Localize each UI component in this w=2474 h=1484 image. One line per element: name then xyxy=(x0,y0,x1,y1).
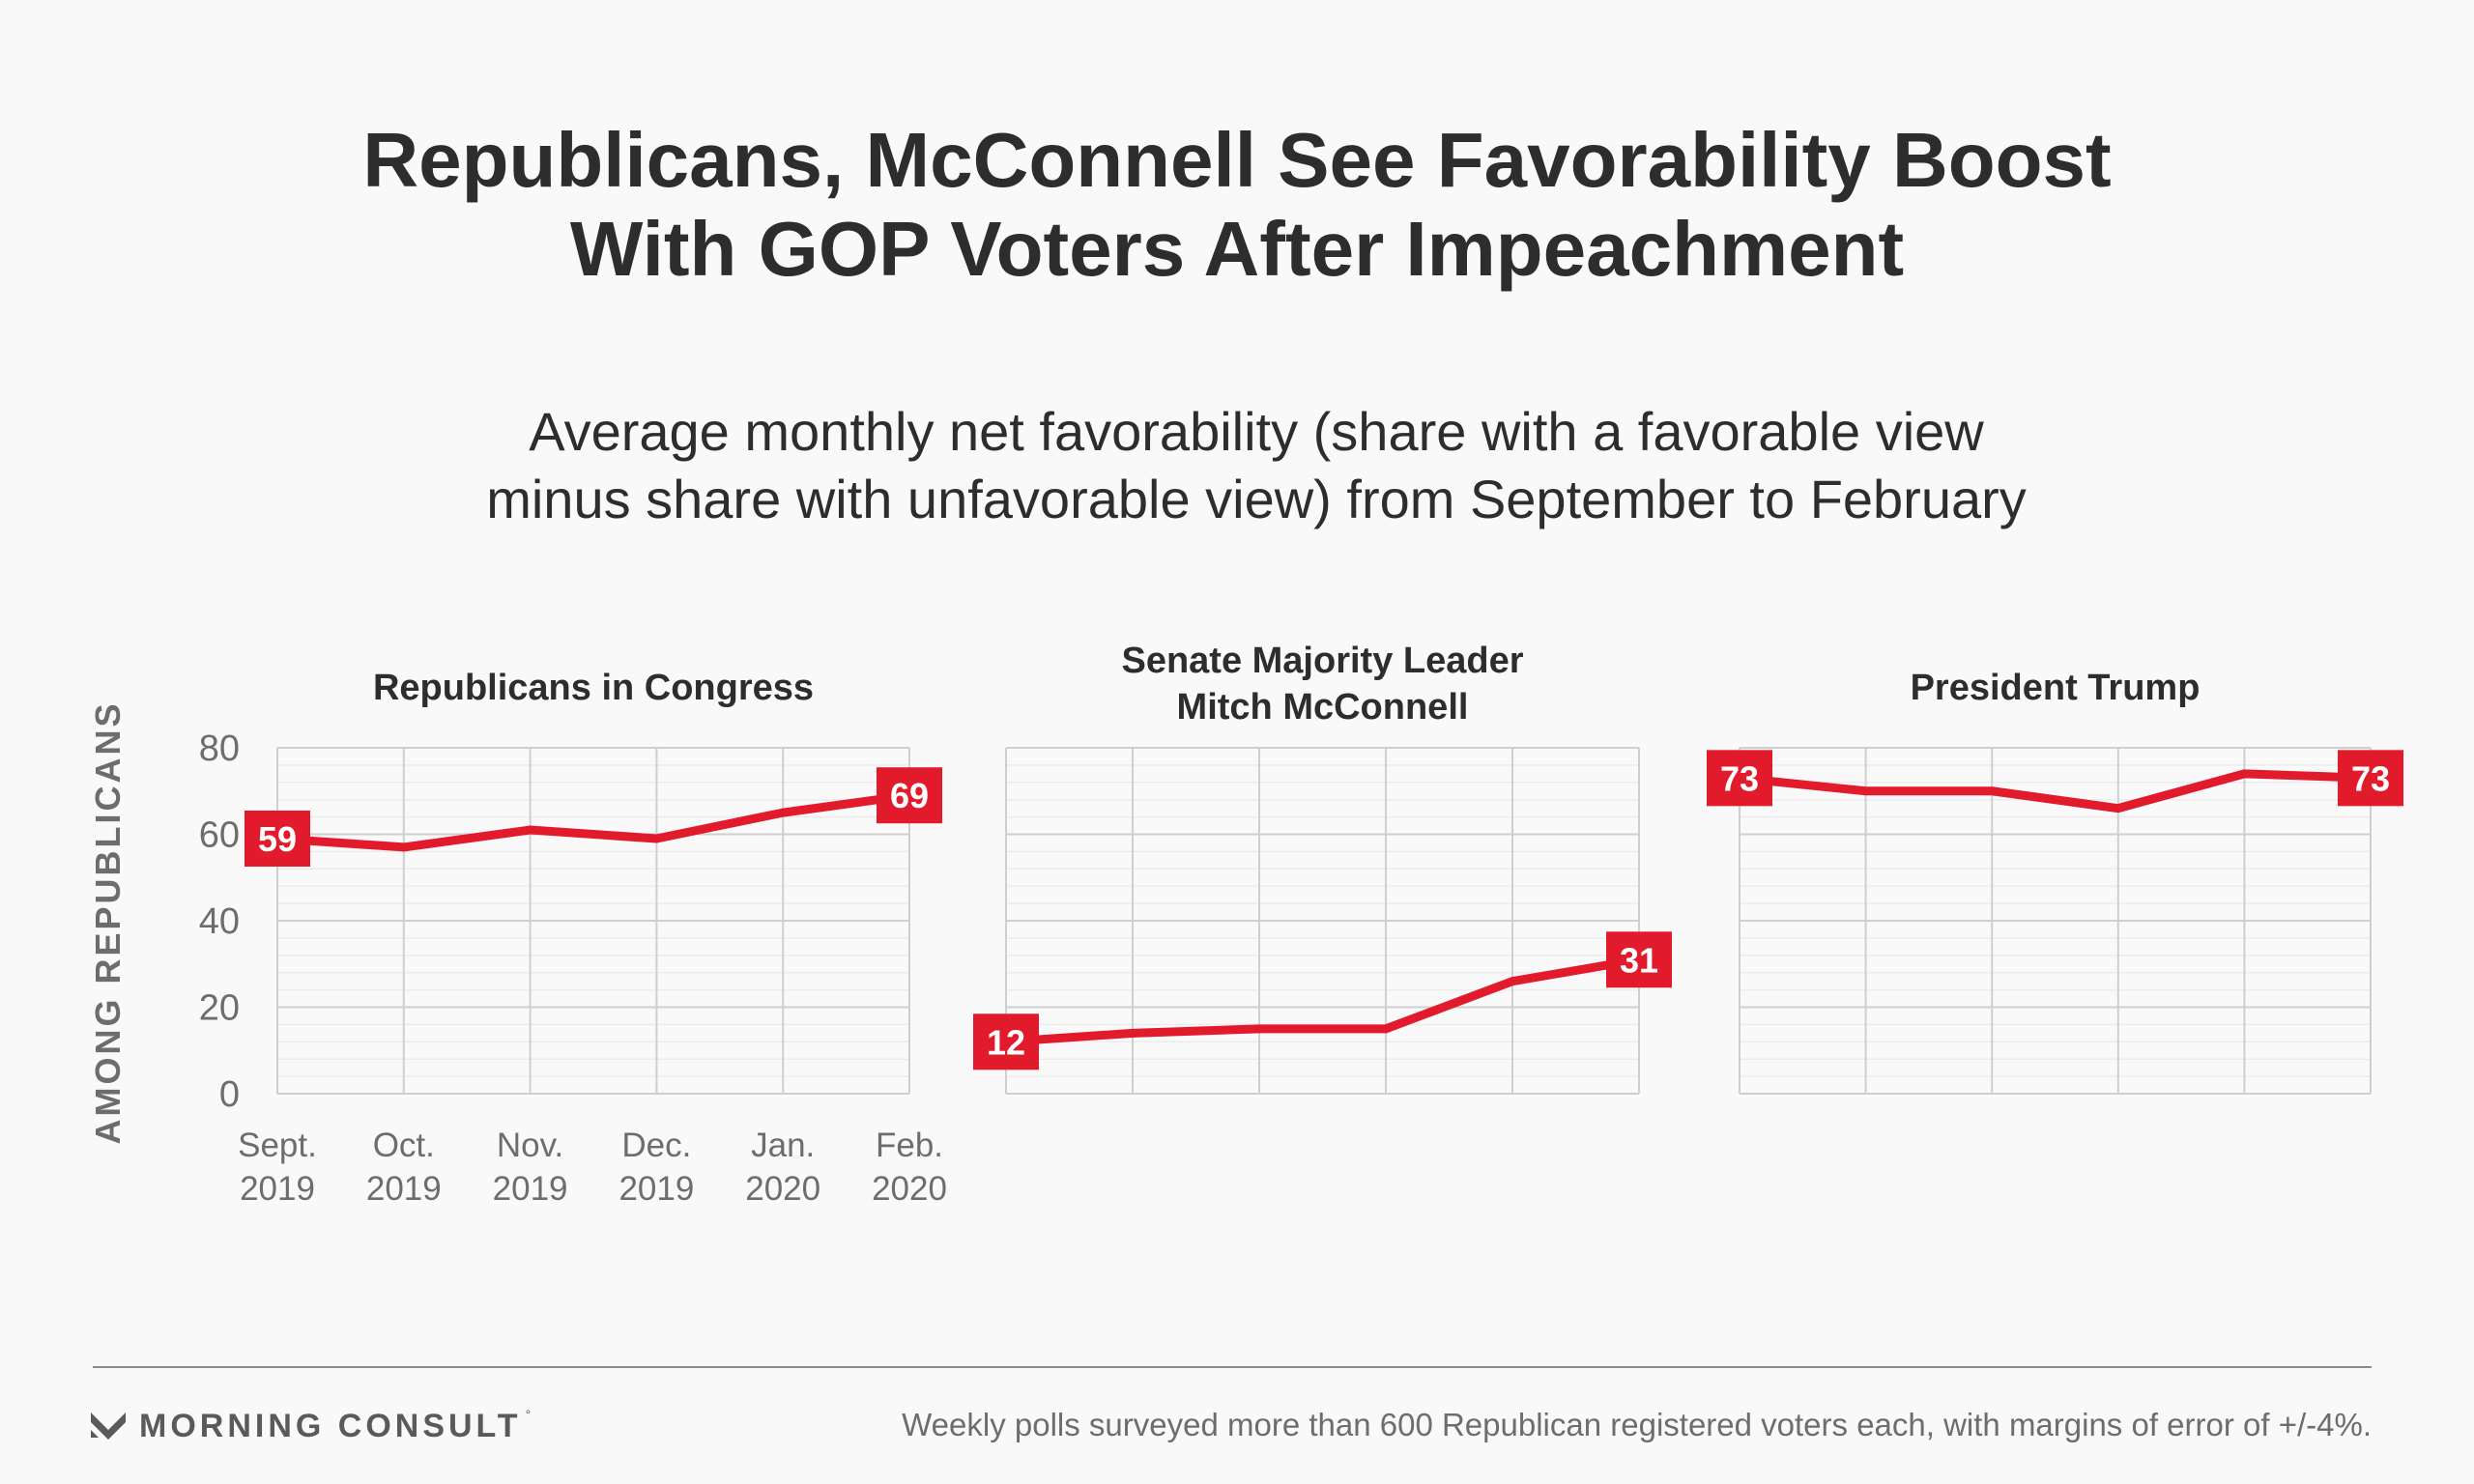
panel-2-data-label-box xyxy=(973,1013,1039,1070)
registered-mark: ° xyxy=(525,1407,532,1422)
panel-1-y-tick-label: 0 xyxy=(219,1074,240,1115)
panel-1-x-tick-label: 2019 xyxy=(618,1170,694,1208)
charts-area: Republicans in Congress 0 20 40 60 80 Sept. 201… xyxy=(88,641,2403,1208)
brand-name: MORNING CONSULT xyxy=(139,1407,522,1444)
panel-3-data-label: 73 xyxy=(1720,758,1759,798)
subtitle-line-1: Average monthly net favorability (share … xyxy=(529,401,1984,462)
panel-2-title: Mitch McConnell xyxy=(1177,687,1469,728)
panel-3-data-point xyxy=(1861,786,1871,796)
panel-1-x-tick-label: 2020 xyxy=(872,1170,947,1208)
panel-1-x-tick-label: Oct. xyxy=(373,1127,435,1164)
panel-1-x-tick-label: Dec. xyxy=(621,1127,691,1164)
panel-2-data-point xyxy=(1508,977,1517,986)
footer-divider xyxy=(93,1366,2372,1368)
panel-3-data-label-box xyxy=(1707,750,1772,807)
panel-2-title: Senate Majority Leader xyxy=(1121,641,1523,681)
panel-3-title: President Trump xyxy=(1911,668,2201,708)
panel-1-x-tick-label: 2019 xyxy=(366,1170,442,1208)
panel-1-y-tick-label: 60 xyxy=(199,815,240,856)
panel-2-data-point xyxy=(1128,1028,1137,1038)
panel-1-x-tick-label: 2019 xyxy=(493,1170,568,1208)
panel-1-title: Republicans in Congress xyxy=(373,668,814,708)
panel-1-y-tick-label: 40 xyxy=(199,901,240,942)
panel-2-data-point xyxy=(1381,1024,1391,1034)
panel-3-data-label: 73 xyxy=(2351,758,2390,798)
panel-1-x-tick-label: Sept. xyxy=(238,1127,317,1164)
panel-1-data-point xyxy=(526,825,535,835)
panel-1-y-tick-label: 80 xyxy=(199,728,240,769)
panel-1-y-axis-label: AMONG REPUBLICANS xyxy=(88,700,128,1144)
title-line-2: With GOP Voters After Impeachment xyxy=(569,206,1905,292)
brand-logo: MORNING CONSULT ° xyxy=(89,1407,531,1445)
panel-1-data-point xyxy=(399,842,409,852)
panel-1-y-tick-label: 20 xyxy=(199,988,240,1029)
panel-1-data-label-box xyxy=(877,767,942,824)
panel-1-data-point xyxy=(651,834,661,843)
panel-3-series-line xyxy=(1735,769,2375,813)
panel-3-data-label-box xyxy=(2338,750,2403,807)
panel-2-data-label-box xyxy=(1606,931,1672,988)
panel-1-data-point xyxy=(778,808,788,817)
title-line-1: Republicans, McConnell See Favorability … xyxy=(362,117,2112,203)
panel-1-data-label-box xyxy=(245,810,310,867)
morning-consult-logo-icon xyxy=(91,1413,126,1440)
panel-2-data-label: 31 xyxy=(1620,940,1658,980)
panel-1-x-tick-label: Feb. xyxy=(876,1127,943,1164)
panel-1-x-tick-label: Nov. xyxy=(497,1127,563,1164)
subtitle-line-2: minus share with unfavorable view) from … xyxy=(486,469,2027,529)
panel-1-x-tick-label: 2020 xyxy=(745,1170,820,1208)
panel-1-data-label: 69 xyxy=(890,776,929,815)
panel-1-series-line xyxy=(273,790,914,852)
panel-1-x-tick-label: Jan. xyxy=(751,1127,815,1164)
panel-2-data-point xyxy=(1254,1024,1264,1034)
panel-3-data-point xyxy=(1987,786,1997,796)
panel-1-x-tick-label: 2019 xyxy=(240,1170,315,1208)
panel-3-data-point xyxy=(2114,804,2123,813)
panel-2-series-line xyxy=(1001,955,1644,1046)
panel-2-data-label: 12 xyxy=(987,1022,1025,1062)
chart-subtitle: Average monthly net favorability (share … xyxy=(0,398,2474,533)
chart-title: Republicans, McConnell See Favorability … xyxy=(0,116,2474,294)
source-note: Weekly polls surveyed more than 600 Repu… xyxy=(902,1407,2372,1442)
panel-1-data-label: 59 xyxy=(258,819,297,859)
panel-3-data-point xyxy=(2239,769,2249,779)
